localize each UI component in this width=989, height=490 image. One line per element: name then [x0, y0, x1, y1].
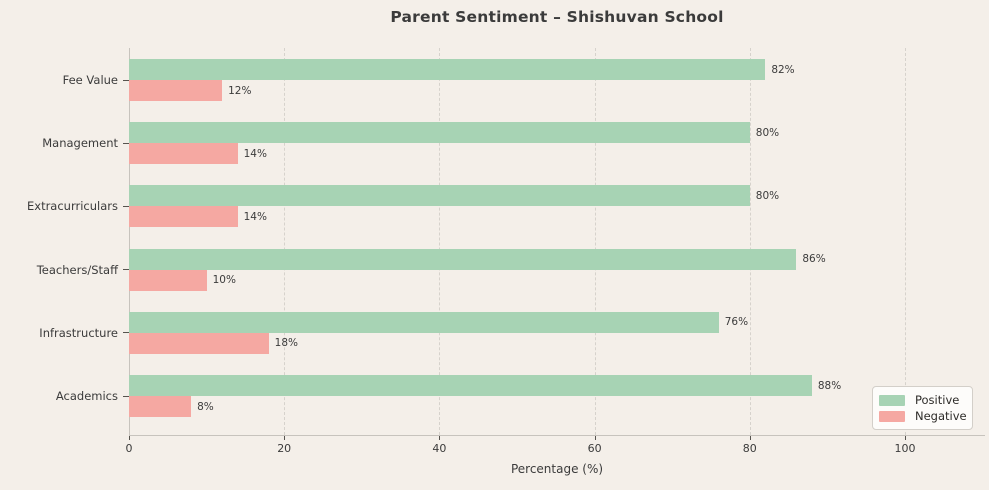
bar-positive-teachers-staff — [129, 248, 797, 270]
x-tick-label-0: 0 — [125, 442, 133, 455]
bar-negative-teachers-staff — [129, 269, 207, 291]
x-tick-label-80: 80 — [742, 442, 757, 455]
x-tick-80 — [749, 436, 751, 440]
bar-label-positive-fee-value: 82% — [771, 63, 795, 76]
chart-title: Parent Sentiment – Shishuvan School — [390, 8, 724, 26]
x-tick-label-100: 100 — [894, 442, 916, 455]
x-tick-label-40: 40 — [432, 442, 447, 455]
gridline-100 — [905, 48, 906, 435]
y-tick-infrastructure — [123, 332, 129, 334]
plot-area: 82% 12% 80% 14% 80% 14% 86% 10% 76% 18% 88% 8% 0 20 40… — [123, 48, 985, 455]
legend-swatch-negative — [879, 410, 905, 422]
bar-negative-infrastructure — [129, 332, 269, 354]
bar-negative-extracurriculars — [129, 206, 238, 228]
x-axis-line — [129, 435, 985, 436]
gridline-80 — [749, 48, 751, 435]
x-tick-100 — [905, 436, 906, 440]
bar-label-negative-extracurriculars: 14% — [243, 210, 267, 223]
x-tick-20 — [284, 436, 286, 440]
y-tick-academics — [123, 395, 129, 397]
legend: Positive Negative — [872, 386, 973, 430]
bar-label-negative-infrastructure: 18% — [274, 337, 299, 350]
x-tick-0 — [129, 436, 130, 440]
gridline-40 — [439, 48, 441, 435]
category-label-fee-value: Fee Value — [62, 73, 118, 87]
bar-negative-fee-value — [129, 80, 223, 101]
category-label-extracurriculars: Extracurriculars — [27, 199, 118, 214]
bar-negative-academics — [129, 396, 192, 417]
x-tick-40 — [439, 436, 441, 440]
bar-positive-management — [129, 122, 750, 144]
bar-label-positive-management: 80% — [755, 126, 780, 139]
bar-label-positive-extracurriculars: 80% — [755, 189, 780, 202]
y-tick-teachers-staff — [123, 269, 129, 271]
legend-entry-positive: Positive — [879, 393, 966, 407]
gridline-20 — [284, 48, 286, 435]
x-tick-label-60: 60 — [587, 442, 602, 455]
legend-entry-negative: Negative — [879, 409, 967, 423]
y-tick-extracurriculars — [123, 205, 129, 207]
x-tick-60 — [594, 436, 596, 440]
legend-swatch-positive — [879, 394, 905, 406]
x-axis-title: Percentage (%) — [510, 462, 604, 476]
bar-positive-infrastructure — [129, 311, 719, 333]
bar-positive-extracurriculars — [129, 185, 750, 207]
y-axis-line — [129, 48, 130, 435]
category-label-academics: Academics — [55, 389, 118, 403]
bar-positive-fee-value — [129, 59, 766, 80]
bar-label-positive-teachers-staff: 86% — [802, 253, 826, 266]
y-tick-management — [123, 142, 129, 144]
bar-label-negative-management: 14% — [243, 147, 267, 160]
y-tick-fee-value — [123, 79, 129, 81]
x-tick-label-20: 20 — [277, 442, 292, 455]
legend-label-positive: Positive — [915, 393, 960, 407]
bar-label-positive-academics: 88% — [817, 379, 842, 392]
legend-label-negative: Negative — [915, 409, 967, 423]
bar-label-positive-infrastructure: 76% — [724, 316, 749, 329]
bar-negative-management — [129, 143, 238, 165]
category-label-infrastructure: Infrastructure — [39, 325, 118, 340]
bar-label-negative-fee-value: 12% — [228, 84, 252, 97]
category-label-teachers-staff: Teachers/Staff — [36, 262, 118, 277]
gridline-60 — [594, 48, 596, 435]
category-label-management: Management — [42, 136, 118, 151]
bar-label-negative-academics: 8% — [197, 400, 214, 413]
bar-positive-academics — [129, 375, 812, 396]
bar-label-negative-teachers-staff: 10% — [212, 274, 236, 287]
